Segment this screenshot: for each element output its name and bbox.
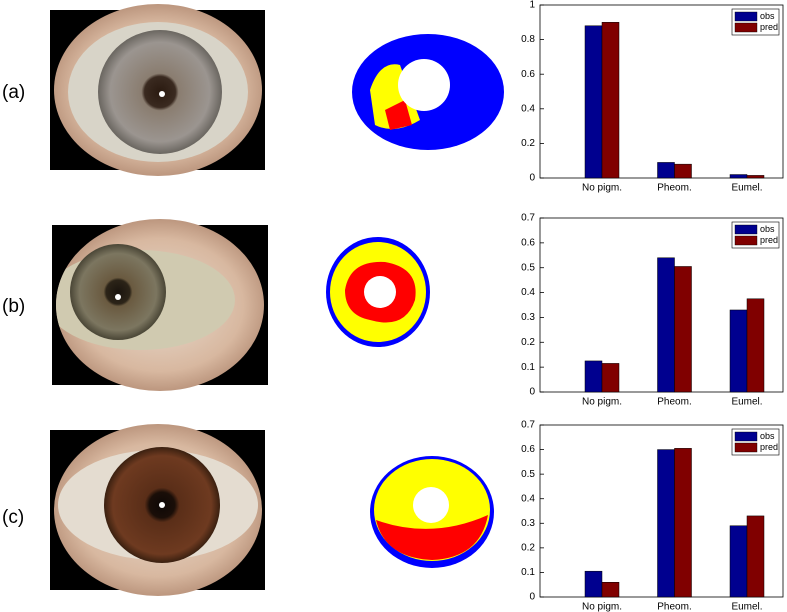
- legend-swatch: [734, 442, 758, 453]
- panel-label: (b): [2, 296, 25, 317]
- y-tick-label: 0.7: [521, 213, 535, 224]
- legend-swatch: [734, 224, 758, 235]
- bar: [657, 449, 675, 598]
- bar-chart: 0 0.1 0.2 0.3 0.4 0.5 0.6 0.7 No pigm. Pheom. Eume…: [521, 420, 784, 612]
- legend-label: obs: [760, 224, 775, 234]
- x-tick-label: Pheom.: [657, 602, 691, 612]
- y-tick-label: 0.1: [521, 567, 535, 578]
- segmentation-maps: [326, 34, 504, 568]
- x-tick-label: Pheom.: [657, 183, 691, 194]
- panel-label: (c): [2, 507, 24, 528]
- y-tick-label: 0.4: [521, 493, 535, 504]
- eye-photo: [54, 424, 262, 596]
- legend-label: obs: [760, 431, 775, 441]
- bar-chart: 0 0.2 0.4 0.6 0.8 1 No pigm. Pheom. Eumel. obspre…: [521, 0, 784, 194]
- legend-label: pred: [760, 235, 778, 245]
- bar: [674, 163, 692, 179]
- segmentation-map: [352, 34, 504, 150]
- legend-swatch: [734, 431, 758, 442]
- eye-photo: [56, 219, 264, 391]
- y-tick-label: 0.6: [521, 237, 535, 248]
- y-tick-label: 0.5: [521, 469, 535, 480]
- panel-labels: (a) (b) (c): [2, 82, 25, 528]
- bar: [746, 298, 765, 393]
- x-tick-label: No pigm.: [582, 183, 622, 194]
- bar: [746, 515, 765, 598]
- y-tick-label: 0.8: [521, 34, 535, 45]
- legend-label: obs: [760, 11, 775, 21]
- y-tick-label: 0.3: [521, 518, 535, 529]
- bar: [601, 582, 620, 598]
- segmentation-map: [326, 237, 430, 347]
- y-tick-label: 0.2: [521, 138, 535, 149]
- bar: [601, 363, 620, 393]
- y-tick-label: 0: [529, 387, 535, 398]
- y-tick-label: 0: [529, 173, 535, 184]
- y-tick-label: 0.1: [521, 362, 535, 373]
- legend-label: pred: [760, 22, 778, 32]
- eye-photos: [50, 4, 268, 596]
- x-tick-label: No pigm.: [582, 397, 622, 408]
- y-tick-label: 0.7: [521, 420, 535, 431]
- bar: [674, 448, 692, 598]
- bar: [746, 175, 765, 179]
- y-tick-label: 0.6: [521, 69, 535, 80]
- x-tick-label: Eumel.: [731, 183, 762, 194]
- x-tick-label: Eumel.: [731, 397, 762, 408]
- bar: [584, 25, 603, 179]
- legend-swatch: [734, 22, 758, 33]
- bar-chart: 0 0.1 0.2 0.3 0.4 0.5 0.6 0.7 No pigm. Pheom. Eume…: [521, 213, 784, 408]
- y-tick-label: 0.2: [521, 542, 535, 553]
- bar: [729, 525, 748, 598]
- eye-photo: [54, 4, 262, 176]
- bar: [674, 266, 692, 393]
- y-tick-label: 0.3: [521, 312, 535, 323]
- y-tick-label: 0.4: [521, 103, 535, 114]
- bar: [729, 309, 748, 393]
- y-tick-label: 0.6: [521, 444, 535, 455]
- y-tick-label: 0.2: [521, 337, 535, 348]
- bar: [584, 360, 603, 393]
- bar: [601, 22, 620, 179]
- x-tick-label: Eumel.: [731, 602, 762, 612]
- bar: [584, 570, 603, 598]
- x-tick-label: Pheom.: [657, 397, 691, 408]
- x-tick-label: No pigm.: [582, 602, 622, 612]
- y-tick-label: 0.5: [521, 262, 535, 273]
- bar: [657, 257, 675, 393]
- segmentation-map: [370, 456, 494, 568]
- y-tick-label: 1: [529, 0, 535, 11]
- legend-swatch: [734, 235, 758, 246]
- bar: [729, 174, 748, 179]
- bar: [657, 162, 675, 179]
- legend-swatch: [734, 11, 758, 22]
- y-tick-label: 0.4: [521, 287, 535, 298]
- y-tick-label: 0: [529, 592, 535, 603]
- panel-label: (a): [2, 82, 25, 103]
- legend-label: pred: [760, 442, 778, 452]
